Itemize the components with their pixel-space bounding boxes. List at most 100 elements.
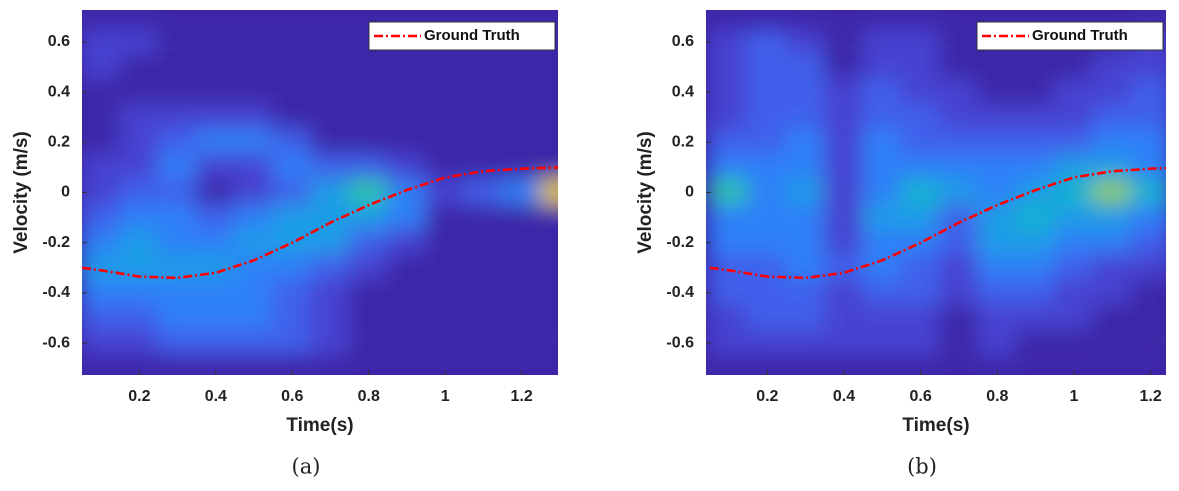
heat-cell [463, 128, 504, 156]
y-tick-label: -0.2 [666, 234, 694, 251]
heat-cell [463, 279, 504, 307]
heat-cell [348, 53, 389, 81]
heat-cell [862, 254, 903, 282]
heat-cell [195, 204, 236, 232]
heat-cell [1053, 229, 1095, 257]
x-tick-label: 0.4 [833, 388, 855, 405]
x-tick-label: 0.4 [205, 388, 227, 405]
heat-cell [233, 78, 275, 106]
heat-cell [1092, 254, 1133, 282]
heat-cell [463, 178, 504, 207]
heat-cell [348, 329, 389, 357]
heat-cell [233, 28, 275, 56]
legend-label: Ground Truth [424, 27, 520, 44]
heat-cell [233, 254, 275, 282]
heat-cell [310, 103, 351, 131]
x-tick-label: 0.2 [128, 388, 150, 405]
heat-cell [157, 279, 198, 307]
heat-cell [1130, 304, 1166, 332]
heat-cell [82, 28, 122, 56]
heat-cell [823, 329, 865, 357]
heat-cell [1130, 178, 1166, 207]
heat-cell [157, 128, 198, 156]
heat-cell [119, 153, 160, 181]
caption: (b) [907, 455, 937, 479]
heat-cell [233, 103, 275, 131]
heat-cell [348, 254, 389, 282]
heat-cell [823, 304, 865, 332]
heat-cell [862, 279, 903, 307]
heat-cell [1092, 78, 1133, 106]
heat-cell [938, 304, 980, 332]
heat-cell [386, 78, 428, 106]
heat-cell [82, 128, 122, 156]
heat-cell [862, 229, 903, 257]
heat-cell [272, 153, 313, 181]
heat-cell [539, 178, 558, 207]
x-tick-label: 1 [1070, 388, 1079, 405]
heat-cell [862, 304, 903, 332]
y-tick-label: -0.6 [666, 334, 694, 351]
heat-cell [157, 153, 198, 181]
heat-cell [785, 279, 826, 307]
heat-cell [82, 103, 122, 131]
heat-cell [977, 329, 1018, 357]
heat-cell [425, 103, 466, 131]
x-axis-label: Time(s) [286, 415, 353, 436]
heat-cell [1015, 78, 1056, 106]
heat-cell [119, 103, 160, 131]
heat-cell [195, 78, 236, 106]
heat-cell [1092, 103, 1133, 131]
heat-cell [938, 254, 980, 282]
heat-cell [823, 178, 865, 207]
heat-cell [233, 204, 275, 232]
heat-cell [823, 128, 865, 156]
heat-cell [900, 254, 941, 282]
heat-cell [785, 28, 826, 56]
heat-cell [386, 153, 428, 181]
heat-cell [272, 103, 313, 131]
heat-cell [938, 229, 980, 257]
heat-cell [708, 178, 750, 207]
heat-cell [862, 178, 903, 207]
y-tick-label: 0.6 [48, 33, 70, 50]
x-tick-label: 1 [441, 388, 450, 405]
heat-cell [785, 304, 826, 332]
heat-cell [233, 128, 275, 156]
y-tick-label: 0.2 [672, 134, 694, 151]
heat-cell [463, 229, 504, 257]
heat-cell [425, 229, 466, 257]
heat-cell [785, 178, 826, 207]
heat-cell [501, 153, 542, 181]
heat-cell [938, 53, 980, 81]
heat-cell [539, 128, 558, 156]
panel: -0.6 -0.4 -0.2 0 0.2 0.4 0.6 0.2 0.4 0.6 0.8 1 1.2 Ti… [11, 10, 558, 479]
heat-cell [1092, 229, 1133, 257]
heat-cell [386, 304, 428, 332]
heat-cell [272, 53, 313, 81]
heat-cell [900, 153, 941, 181]
heat-cell [119, 53, 160, 81]
heat-cell [386, 103, 428, 131]
heat-cell [1092, 204, 1133, 232]
heat-cell [747, 78, 788, 106]
heat-cell [1015, 53, 1056, 81]
x-tick-label: 0.6 [910, 388, 932, 405]
heat-cell [785, 329, 826, 357]
x-tick-label: 1.2 [1140, 388, 1162, 405]
heat-cell [386, 229, 428, 257]
heat-cell [119, 28, 160, 56]
heat-cell [463, 304, 504, 332]
heat-cell [900, 204, 941, 232]
heat-cell [501, 279, 542, 307]
heat-cell [195, 103, 236, 131]
heat-cell [272, 78, 313, 106]
heat-cell [1130, 254, 1166, 282]
heat-cell [862, 128, 903, 156]
heat-cell [1130, 128, 1166, 156]
heat-cell [1053, 329, 1095, 357]
heat-cell [386, 53, 428, 81]
heat-cell [938, 78, 980, 106]
heat-cell [310, 204, 351, 232]
heat-cell [977, 153, 1018, 181]
